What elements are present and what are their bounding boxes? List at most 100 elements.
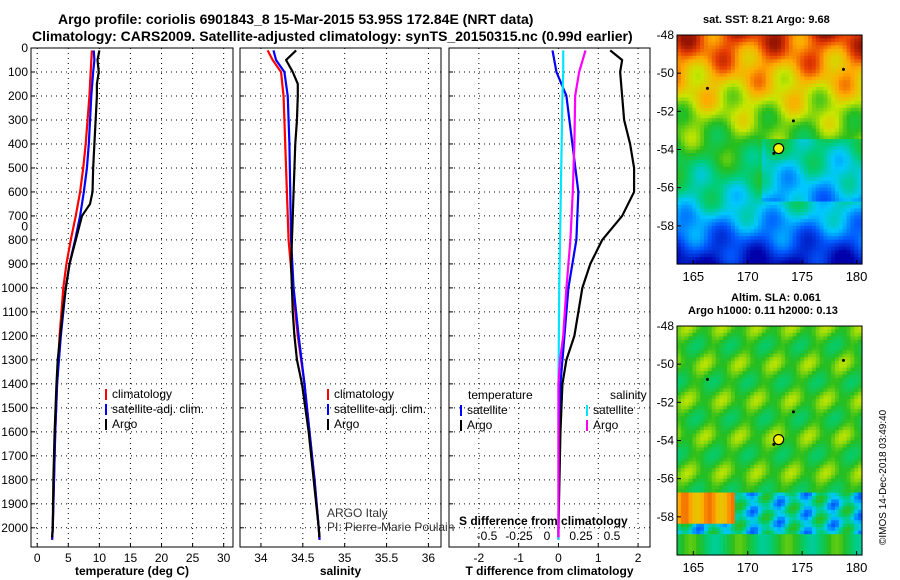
- map-cell: [677, 364, 682, 369]
- map-cell: [788, 156, 794, 161]
- map-cell: [677, 83, 682, 88]
- map-cell: [688, 374, 694, 379]
- map-cell: [819, 378, 825, 383]
- map-cell: [680, 52, 686, 57]
- map-cell: [761, 66, 767, 71]
- map-cell: [692, 163, 697, 168]
- map-cell: [730, 384, 736, 390]
- map-cell: [761, 156, 767, 161]
- map-cell: [750, 180, 755, 185]
- map-cell: [696, 201, 701, 206]
- map-cell: [730, 332, 736, 338]
- map-cell: [754, 426, 759, 431]
- map-cell: [773, 73, 778, 78]
- map-cell: [680, 402, 686, 407]
- map-cell: [711, 332, 717, 338]
- map-cell: [838, 198, 844, 203]
- map-cell: [696, 426, 701, 431]
- map-cell: [746, 243, 751, 248]
- map-cell: [727, 177, 732, 182]
- map-cell: [684, 437, 690, 442]
- map-cell: [773, 66, 778, 71]
- map-cell: [788, 326, 794, 331]
- map-cell: [684, 87, 690, 92]
- map-cell: [688, 416, 694, 421]
- map-cell: [784, 360, 790, 365]
- map-cell: [842, 73, 848, 78]
- map-cell: [804, 437, 809, 442]
- map-cell: [827, 405, 832, 410]
- map-cell: [769, 346, 774, 351]
- map-cell: [754, 177, 759, 182]
- map-cell: [850, 374, 855, 379]
- map-cell: [784, 339, 790, 344]
- map-cell: [858, 232, 863, 237]
- map-cell: [727, 374, 732, 379]
- map-cell: [757, 125, 763, 130]
- map-cell: [858, 87, 863, 92]
- map-cell: [734, 416, 740, 421]
- map-cell: [677, 260, 682, 265]
- map-cell: [703, 159, 709, 164]
- map-x-tick-label: 175: [791, 269, 813, 284]
- map-cell: [823, 450, 828, 455]
- map-cell: [707, 38, 713, 43]
- map-cell: [680, 232, 686, 237]
- map-cell: [738, 218, 744, 223]
- map-cell: [838, 159, 844, 164]
- map-cell: [788, 398, 794, 403]
- map-cell: [804, 180, 809, 185]
- map-cell: [700, 194, 705, 199]
- map-cell: [784, 329, 790, 334]
- map-cell: [792, 166, 798, 171]
- map-cell: [765, 38, 771, 43]
- map-cell: [692, 52, 697, 57]
- map-cell: [854, 52, 859, 57]
- map-cell: [796, 430, 801, 435]
- map-cell: [711, 346, 717, 351]
- map-cell: [796, 107, 801, 112]
- map-cell: [796, 412, 801, 417]
- map-cell: [723, 353, 728, 358]
- map-cell: [711, 80, 717, 85]
- map-cell: [838, 218, 844, 223]
- map-cell: [854, 339, 859, 344]
- map-cell: [784, 41, 790, 47]
- map-cell: [680, 353, 686, 358]
- map-cell: [688, 398, 694, 403]
- map-cell: [715, 48, 720, 53]
- map-cell: [796, 41, 801, 47]
- map-cell: [742, 41, 747, 47]
- map-cell: [696, 384, 701, 390]
- map-cell: [777, 191, 782, 196]
- map-cell: [842, 384, 848, 390]
- map-cell: [819, 142, 825, 147]
- map-cell: [700, 55, 705, 60]
- map-cell: [761, 52, 767, 57]
- map-cell: [738, 416, 744, 421]
- map-cell: [700, 423, 705, 428]
- map-cell: [723, 339, 728, 344]
- map-cell: [730, 433, 736, 438]
- map-cell: [703, 163, 709, 168]
- map-cell: [854, 159, 859, 164]
- map-cell: [711, 381, 717, 386]
- map-cell: [808, 218, 813, 223]
- map-cell: [773, 80, 778, 85]
- map-cell: [723, 257, 728, 262]
- map-cell: [723, 194, 728, 199]
- map-cell: [854, 59, 859, 64]
- map-cell: [811, 48, 817, 53]
- map-cell: [831, 371, 836, 376]
- map-cell: [831, 433, 836, 438]
- map-cell: [784, 246, 790, 251]
- map-cell: [850, 405, 855, 410]
- map-cell: [854, 114, 859, 119]
- map-cell: [823, 326, 828, 331]
- map-cell: [808, 111, 813, 116]
- map-cell: [835, 336, 840, 341]
- map-cell: [761, 208, 767, 213]
- map-cell: [746, 454, 751, 459]
- map-cell: [761, 409, 767, 414]
- map-cell: [781, 180, 786, 185]
